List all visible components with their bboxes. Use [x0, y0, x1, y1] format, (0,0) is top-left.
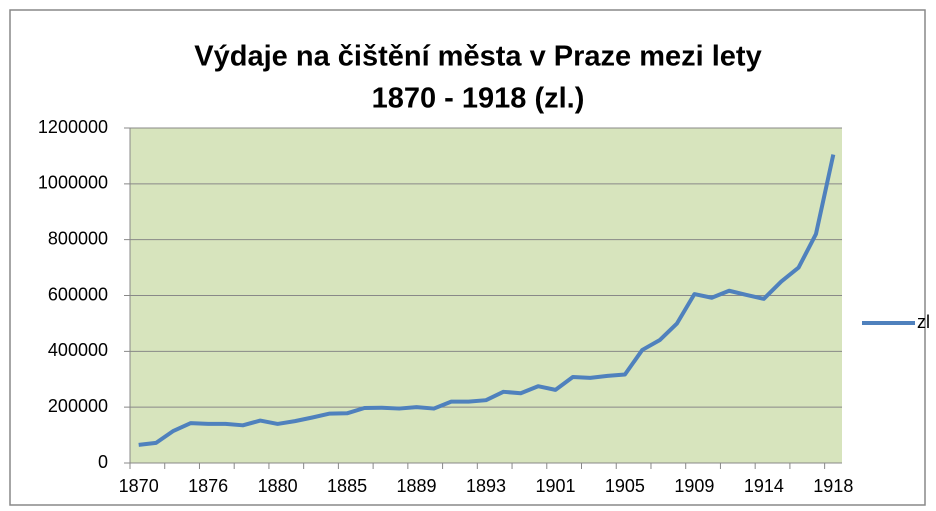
y-tick-label: 400000 [48, 340, 108, 360]
x-tick-label: 1876 [188, 476, 228, 496]
x-tick-label: 1909 [674, 476, 714, 496]
x-tick-label: 1880 [258, 476, 298, 496]
x-tick-label: 1918 [813, 476, 853, 496]
y-tick-label: 0 [98, 452, 108, 472]
chart-title: Výdaje na čištění města v Praze mezi let… [194, 41, 761, 73]
y-tick-label: 600000 [48, 284, 108, 304]
x-tick-label: 1870 [119, 476, 159, 496]
y-tick-label: 1000000 [38, 173, 108, 193]
x-tick-label: 1893 [466, 476, 506, 496]
x-tick-label: 1889 [397, 476, 437, 496]
y-tick-label: 800000 [48, 228, 108, 248]
chart-title: 1870 - 1918 (zl.) [372, 83, 585, 115]
legend-label: zl [917, 312, 930, 332]
x-tick-label: 1905 [605, 476, 645, 496]
x-tick-label: 1901 [535, 476, 575, 496]
line-series [138, 154, 836, 447]
x-tick-label: 1885 [327, 476, 367, 496]
x-tick-label: 1914 [744, 476, 784, 496]
y-tick-label: 1200000 [38, 117, 108, 137]
y-tick-label: 200000 [48, 396, 108, 416]
